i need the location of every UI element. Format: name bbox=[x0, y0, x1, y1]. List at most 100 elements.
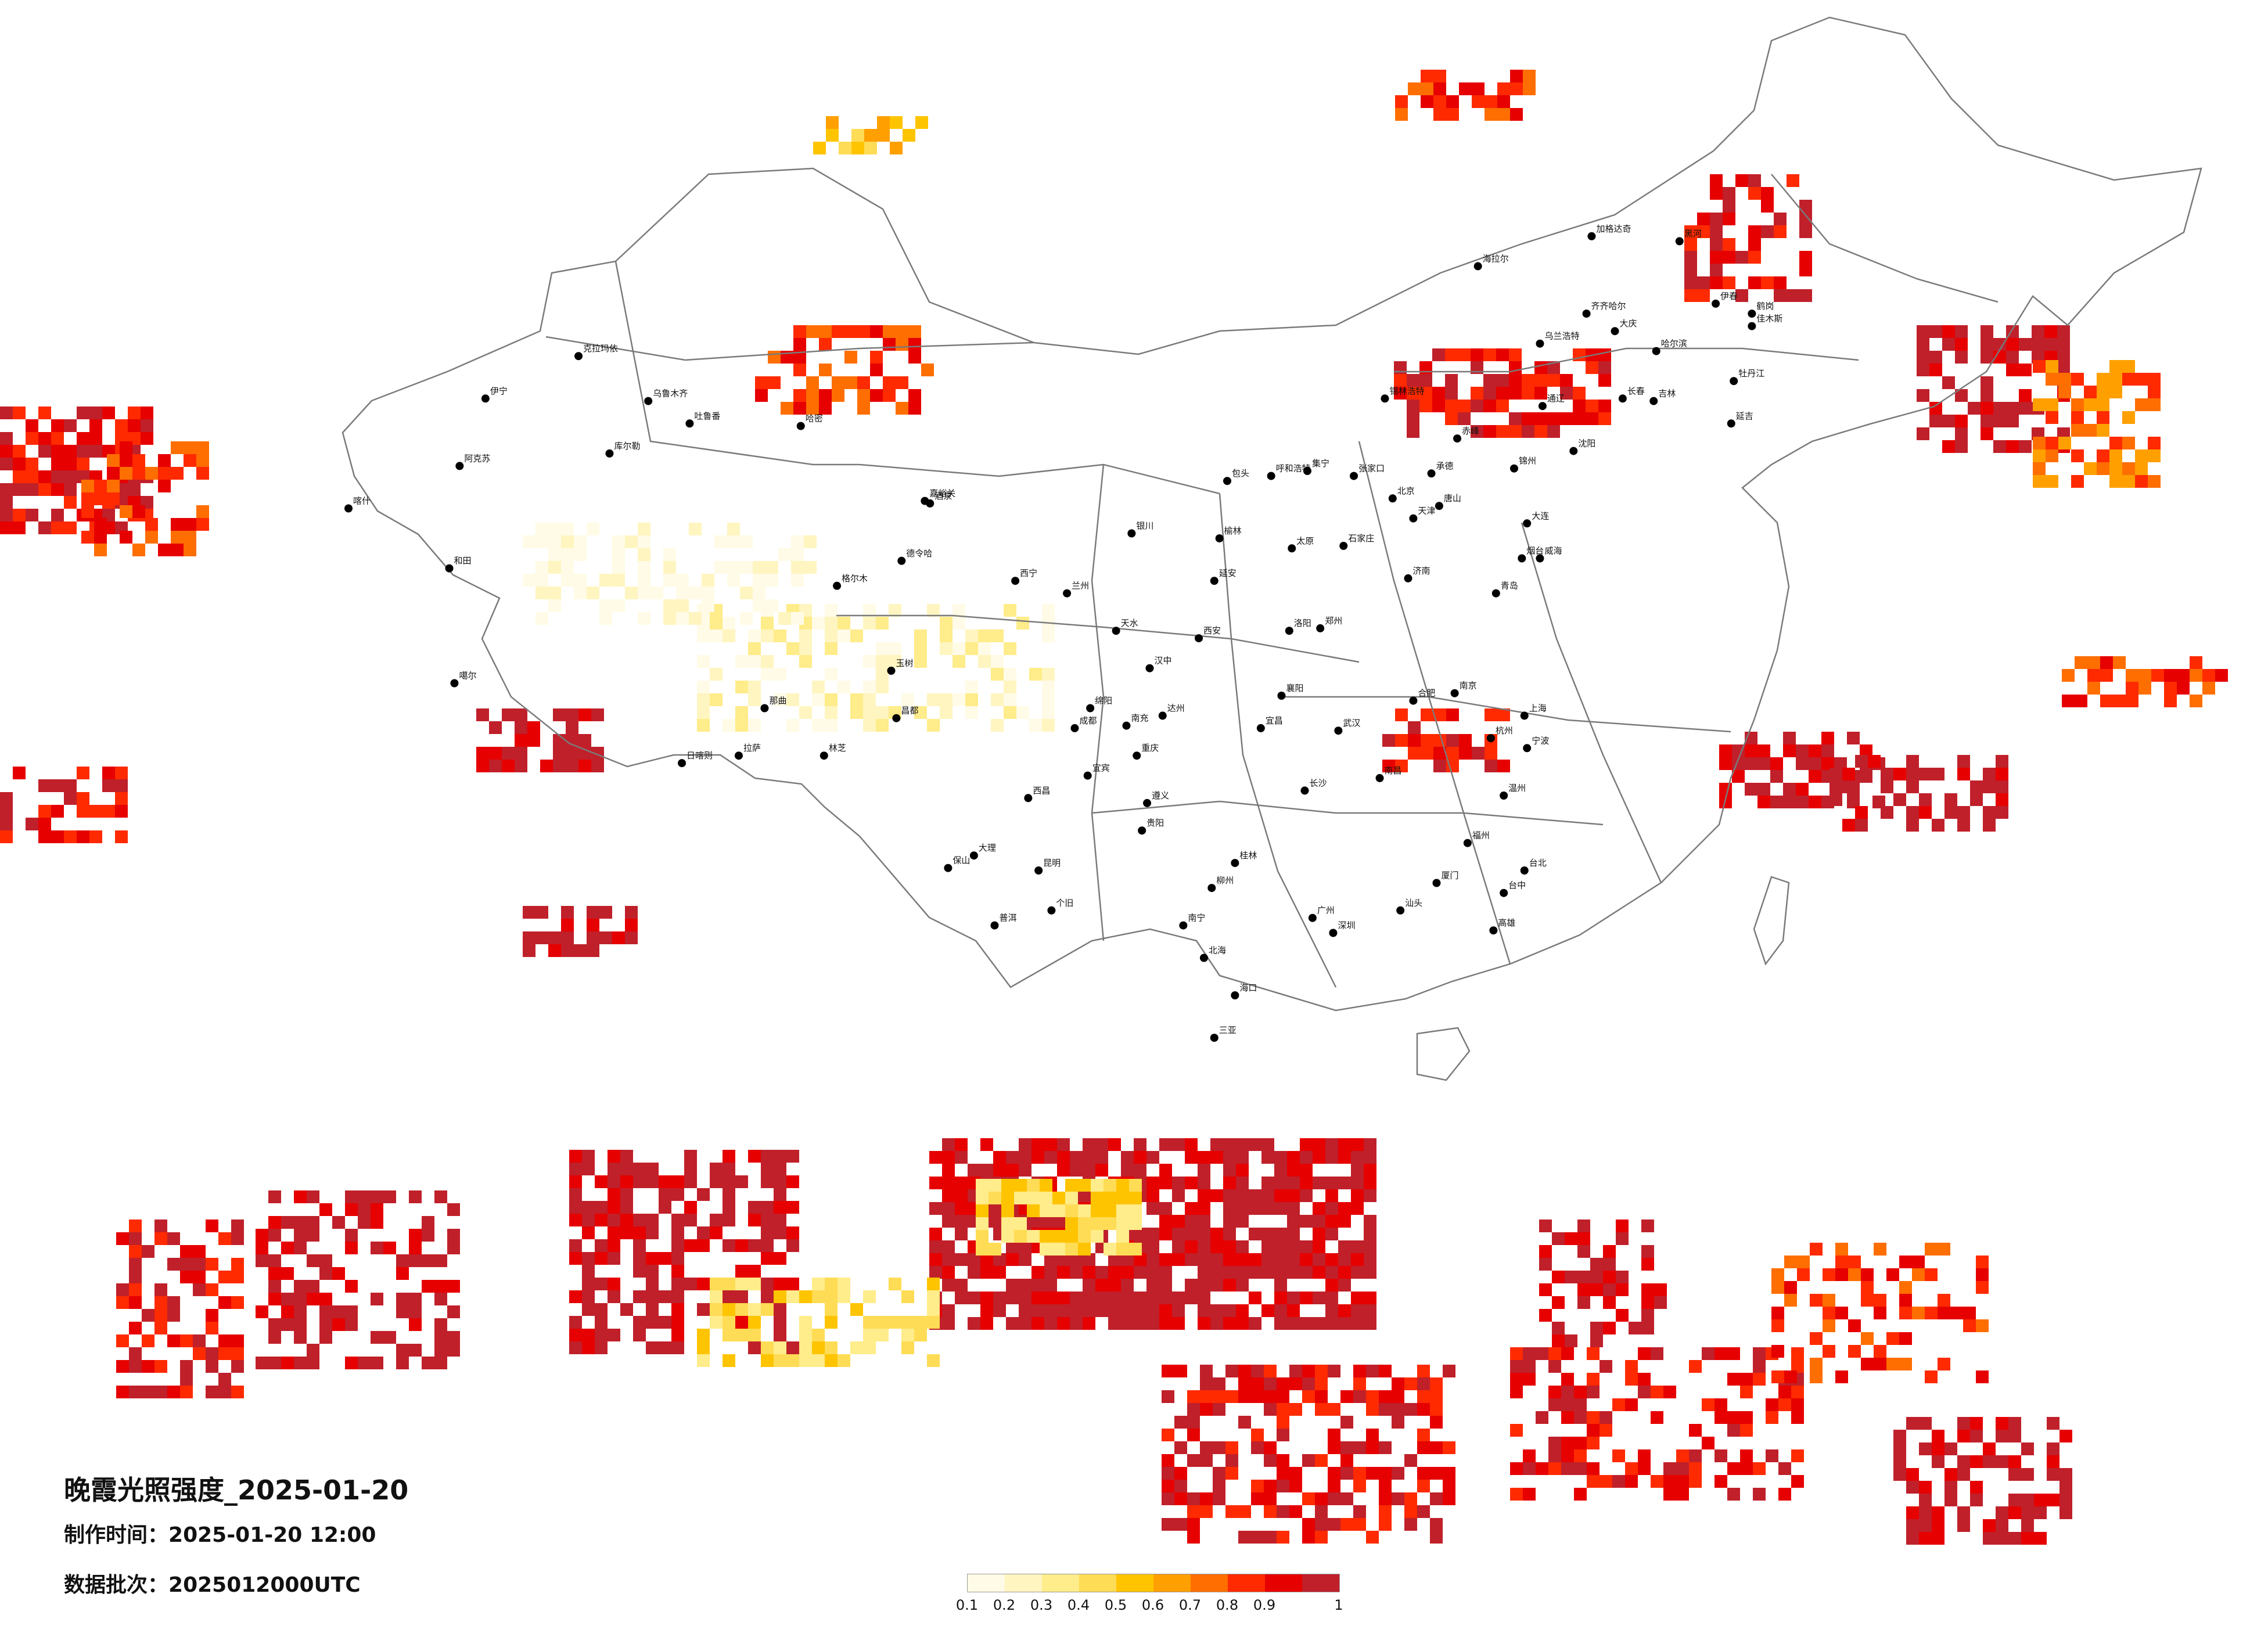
intensity-cell bbox=[1689, 1449, 1702, 1462]
intensity-cell bbox=[1761, 200, 1774, 213]
city-label: 宁波 bbox=[1532, 735, 1549, 746]
intensity-cell bbox=[774, 1188, 786, 1201]
city-dot bbox=[1308, 913, 1317, 922]
intensity-cell bbox=[768, 351, 781, 364]
intensity-cell bbox=[1684, 225, 1697, 238]
intensity-cell bbox=[650, 587, 663, 599]
intensity-cell bbox=[1052, 1243, 1065, 1256]
intensity-cell bbox=[1702, 1347, 1715, 1360]
intensity-cell bbox=[1057, 1317, 1070, 1330]
city-label: 德令哈 bbox=[906, 548, 932, 559]
intensity-cell bbox=[1029, 668, 1042, 681]
intensity-cell bbox=[1031, 1279, 1044, 1292]
intensity-cell bbox=[620, 1303, 633, 1316]
intensity-cell bbox=[1040, 1192, 1052, 1204]
intensity-cell bbox=[231, 1347, 244, 1360]
intensity-cell bbox=[115, 830, 128, 843]
intensity-cell bbox=[129, 1386, 142, 1398]
city-label: 厦门 bbox=[1441, 870, 1458, 881]
intensity-cell bbox=[2190, 656, 2202, 669]
intensity-cell bbox=[569, 1201, 582, 1214]
intensity-cell bbox=[294, 1318, 307, 1331]
intensity-cell bbox=[154, 1220, 167, 1232]
city-dot bbox=[990, 921, 999, 930]
intensity-cell bbox=[154, 1322, 167, 1334]
intensity-cell bbox=[371, 1357, 383, 1369]
intensity-cell bbox=[1748, 187, 1761, 200]
intensity-cell bbox=[218, 1232, 231, 1245]
intensity-cell bbox=[608, 1252, 620, 1265]
city-label: 林芝 bbox=[829, 743, 846, 753]
city-label: 温州 bbox=[1508, 783, 1526, 793]
intensity-cell bbox=[1052, 1192, 1065, 1204]
intensity-cell bbox=[1766, 1411, 1778, 1424]
intensity-cell bbox=[294, 1190, 307, 1203]
intensity-cell bbox=[64, 521, 77, 534]
intensity-cell bbox=[1830, 780, 1842, 793]
city-label: 大庆 bbox=[1620, 318, 1637, 329]
intensity-cell bbox=[502, 708, 515, 721]
city-label: 贵阳 bbox=[1146, 818, 1164, 828]
intensity-cell bbox=[1095, 1138, 1108, 1151]
intensity-cell bbox=[167, 1334, 180, 1347]
intensity-cell bbox=[2021, 1442, 2034, 1455]
intensity-cell bbox=[608, 1201, 620, 1214]
intensity-cell bbox=[1236, 1266, 1249, 1279]
intensity-cell bbox=[2097, 398, 2109, 411]
intensity-cell bbox=[1395, 108, 1408, 121]
intensity-cell bbox=[77, 406, 89, 419]
intensity-cell bbox=[1223, 1177, 1236, 1189]
intensity-cell bbox=[1561, 1398, 1574, 1411]
intensity-cell bbox=[978, 629, 991, 642]
city-dot bbox=[1231, 991, 1239, 999]
intensity-cell bbox=[1536, 1411, 1548, 1424]
city-label: 广州 bbox=[1317, 905, 1335, 916]
intensity-cell bbox=[115, 792, 128, 805]
intensity-cell bbox=[1586, 400, 1598, 412]
intensity-cell bbox=[561, 523, 574, 535]
intensity-cell bbox=[863, 1329, 876, 1341]
intensity-cell bbox=[1187, 1518, 1200, 1531]
intensity-cell bbox=[735, 1316, 748, 1329]
intensity-cell bbox=[684, 1163, 697, 1175]
intensity-cell bbox=[1261, 1189, 1274, 1202]
intensity-cell bbox=[1223, 1228, 1236, 1240]
intensity-cell bbox=[1251, 1390, 1264, 1403]
intensity-cell bbox=[180, 1334, 193, 1347]
intensity-cell bbox=[1835, 1256, 1848, 1268]
intensity-cell bbox=[1095, 1151, 1108, 1164]
intensity-cell bbox=[1108, 1138, 1121, 1151]
intensity-cell bbox=[599, 906, 612, 919]
intensity-cell bbox=[1770, 770, 1783, 783]
intensity-cell bbox=[218, 1373, 231, 1386]
intensity-cell bbox=[1172, 1177, 1185, 1189]
intensity-cell bbox=[1970, 1481, 1983, 1494]
intensity-cell bbox=[1340, 1518, 1353, 1531]
intensity-cell bbox=[876, 1329, 889, 1341]
intensity-cell bbox=[735, 655, 748, 668]
intensity-cell bbox=[965, 629, 978, 642]
intensity-cell bbox=[1078, 1230, 1091, 1243]
intensity-cell bbox=[633, 1214, 646, 1226]
intensity-cell bbox=[1223, 1317, 1236, 1330]
intensity-cell bbox=[171, 441, 184, 454]
intensity-cell bbox=[2148, 386, 2161, 398]
intensity-cell bbox=[1078, 1243, 1091, 1256]
intensity-cell bbox=[1861, 1281, 1874, 1294]
intensity-cell bbox=[1198, 1240, 1210, 1253]
intensity-cell bbox=[1287, 1189, 1300, 1202]
intensity-cell bbox=[671, 1239, 684, 1252]
city-dot bbox=[1489, 926, 1498, 935]
intensity-cell bbox=[578, 708, 591, 721]
intensity-cell bbox=[1787, 289, 1799, 302]
intensity-cell bbox=[889, 1278, 901, 1290]
intensity-cell bbox=[1732, 770, 1745, 783]
intensity-cell bbox=[1392, 1467, 1404, 1480]
intensity-cell bbox=[993, 1164, 1006, 1177]
intensity-cell bbox=[646, 1341, 659, 1354]
intensity-cell bbox=[1223, 1240, 1236, 1253]
intensity-cell bbox=[0, 509, 13, 521]
intensity-cell bbox=[753, 599, 765, 612]
intensity-cell bbox=[1325, 1279, 1338, 1292]
intensity-cell bbox=[1483, 348, 1496, 361]
